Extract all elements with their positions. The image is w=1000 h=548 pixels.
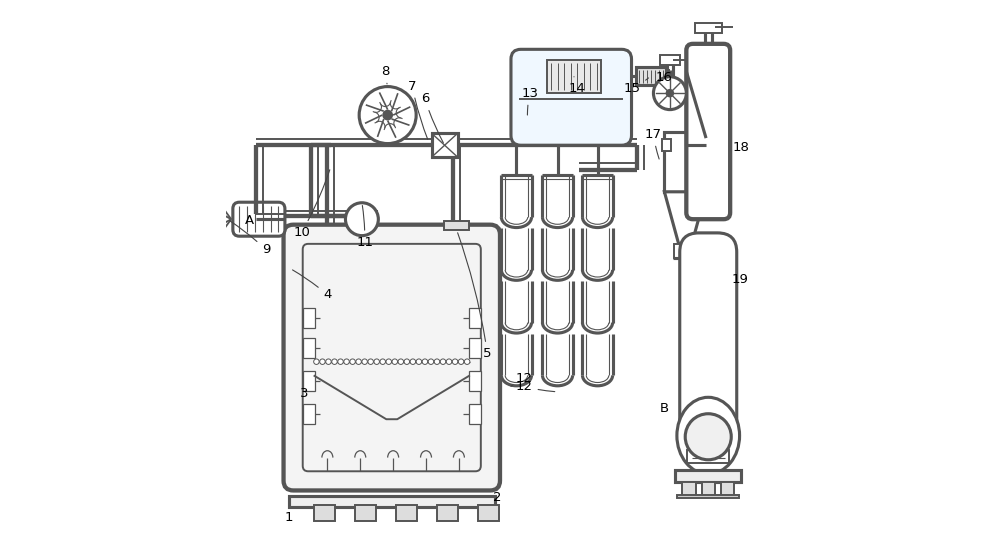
Bar bbox=[677, 495, 739, 498]
Circle shape bbox=[653, 77, 686, 110]
Circle shape bbox=[398, 359, 404, 364]
Bar bbox=[682, 482, 696, 497]
Bar bbox=[636, 67, 666, 85]
Text: 1: 1 bbox=[285, 511, 293, 524]
Circle shape bbox=[386, 359, 391, 364]
Bar bbox=[662, 139, 671, 151]
Circle shape bbox=[368, 359, 373, 364]
Bar bbox=[695, 23, 722, 33]
Circle shape bbox=[416, 359, 422, 364]
Circle shape bbox=[314, 359, 319, 364]
Circle shape bbox=[392, 359, 398, 364]
Bar bbox=[469, 308, 481, 328]
Text: 6: 6 bbox=[421, 92, 443, 143]
Circle shape bbox=[440, 359, 446, 364]
FancyBboxPatch shape bbox=[686, 44, 730, 219]
Text: 4: 4 bbox=[293, 270, 332, 301]
Text: 11: 11 bbox=[356, 206, 373, 249]
Circle shape bbox=[332, 359, 337, 364]
Bar bbox=[355, 505, 376, 521]
Bar bbox=[721, 482, 734, 497]
FancyBboxPatch shape bbox=[284, 225, 500, 490]
Text: 16: 16 bbox=[656, 71, 673, 84]
Text: 15: 15 bbox=[624, 78, 649, 95]
Bar bbox=[444, 221, 469, 230]
Text: 12: 12 bbox=[516, 380, 555, 393]
Bar bbox=[437, 505, 458, 521]
Circle shape bbox=[359, 87, 416, 144]
Circle shape bbox=[383, 111, 392, 119]
Text: 18: 18 bbox=[733, 141, 750, 155]
Bar bbox=[303, 404, 315, 424]
Text: 9: 9 bbox=[230, 221, 270, 256]
Circle shape bbox=[446, 359, 452, 364]
Text: 3: 3 bbox=[300, 387, 308, 400]
Bar bbox=[674, 244, 696, 258]
FancyBboxPatch shape bbox=[680, 233, 737, 444]
Bar bbox=[547, 60, 601, 93]
Text: A: A bbox=[244, 214, 254, 227]
Bar bbox=[478, 505, 499, 521]
Text: 10: 10 bbox=[293, 170, 330, 239]
Circle shape bbox=[464, 359, 470, 364]
Bar bbox=[469, 338, 481, 358]
Circle shape bbox=[452, 359, 458, 364]
Circle shape bbox=[345, 203, 378, 236]
Circle shape bbox=[326, 359, 331, 364]
Polygon shape bbox=[664, 192, 706, 244]
Bar bbox=[303, 338, 315, 358]
Circle shape bbox=[356, 359, 361, 364]
Text: B: B bbox=[659, 402, 668, 415]
Text: 5: 5 bbox=[458, 233, 492, 360]
Bar bbox=[675, 470, 741, 482]
Bar bbox=[469, 371, 481, 391]
Circle shape bbox=[434, 359, 440, 364]
Bar bbox=[702, 482, 715, 497]
Circle shape bbox=[428, 359, 434, 364]
Circle shape bbox=[410, 359, 416, 364]
Bar bbox=[303, 308, 315, 328]
Circle shape bbox=[667, 90, 673, 96]
Bar bbox=[687, 450, 729, 463]
Bar bbox=[469, 404, 481, 424]
Circle shape bbox=[374, 359, 379, 364]
Circle shape bbox=[338, 359, 343, 364]
Circle shape bbox=[458, 359, 464, 364]
Text: 7: 7 bbox=[408, 79, 428, 139]
Text: 8: 8 bbox=[381, 65, 390, 84]
Bar bbox=[303, 371, 315, 391]
Bar bbox=[314, 505, 335, 521]
Ellipse shape bbox=[677, 397, 740, 474]
Circle shape bbox=[362, 359, 367, 364]
Text: 17: 17 bbox=[645, 128, 662, 159]
Circle shape bbox=[320, 359, 325, 364]
Circle shape bbox=[404, 359, 410, 364]
Circle shape bbox=[422, 359, 428, 364]
Bar bbox=[396, 505, 417, 521]
Bar bbox=[660, 55, 680, 65]
Bar bbox=[432, 133, 458, 157]
Bar bbox=[664, 132, 706, 192]
Circle shape bbox=[344, 359, 349, 364]
Circle shape bbox=[350, 359, 355, 364]
Text: 12: 12 bbox=[511, 372, 533, 386]
Bar bbox=[289, 496, 495, 507]
FancyBboxPatch shape bbox=[511, 49, 632, 145]
Text: 13: 13 bbox=[521, 87, 538, 115]
Circle shape bbox=[685, 414, 731, 460]
Circle shape bbox=[380, 359, 385, 364]
Text: 14: 14 bbox=[568, 77, 585, 95]
Text: 19: 19 bbox=[732, 273, 748, 286]
FancyBboxPatch shape bbox=[233, 202, 285, 236]
Text: 2: 2 bbox=[493, 490, 502, 504]
